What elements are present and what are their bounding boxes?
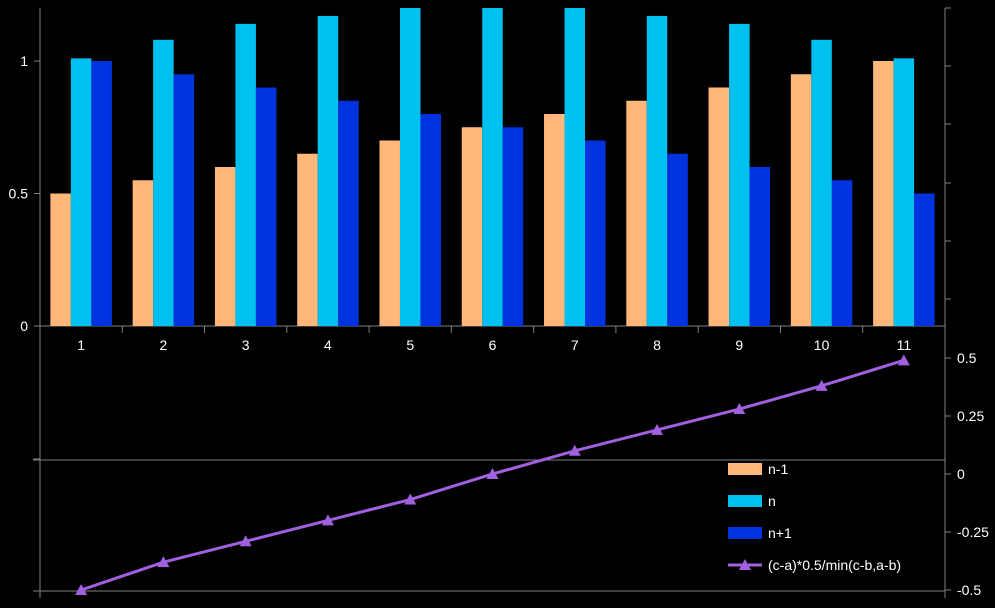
left-axis-tick-label: 0: [20, 318, 28, 334]
legend-label: (c-a)*0.5/min(c-b,a-b): [768, 557, 901, 573]
bar-n-1-11: [914, 193, 935, 326]
bar-n-1-2: [173, 74, 195, 326]
line-marker-6: [486, 468, 499, 479]
x-axis-tick-label: 6: [489, 337, 497, 353]
x-axis-tick-label: 7: [571, 337, 579, 353]
bar-n-5: [399, 8, 421, 326]
bar-n-1: [70, 58, 92, 326]
bar-n-1-5: [420, 114, 441, 326]
x-axis-tick-label: 9: [735, 337, 743, 353]
bar-n-1-1: [50, 193, 71, 326]
right-axis-tick-label: -0.25: [957, 524, 989, 540]
bar-n-11: [893, 58, 915, 326]
bar-n-1-10: [831, 180, 853, 326]
legend-label: n+1: [768, 525, 792, 541]
line-marker-11: [897, 354, 910, 366]
bar-n-1-8: [667, 153, 688, 326]
bar-n-8: [646, 15, 668, 326]
line-marker-9: [733, 403, 746, 415]
line-marker-8: [651, 423, 664, 435]
bar-n-1-4: [297, 153, 318, 326]
bar-n-1-6: [461, 127, 483, 326]
right-axis-tick-label: 0.25: [957, 408, 984, 424]
line-marker-10: [815, 379, 828, 391]
legend-swatch: [728, 527, 762, 539]
legend-label: n: [768, 493, 776, 509]
bar-n-1-3: [255, 87, 277, 326]
line-marker-3: [239, 535, 252, 547]
right-axis-tick-label: 0: [957, 466, 965, 482]
legend-label: n-1: [768, 461, 788, 477]
right-axis-tick-label: -0.5: [957, 582, 981, 598]
bar-n-1-7: [585, 140, 606, 326]
x-axis-tick-label: 3: [242, 337, 250, 353]
bar-n-1-5: [379, 140, 400, 326]
bar-n-1-3: [214, 167, 236, 326]
x-axis-tick-label: 4: [324, 337, 332, 353]
line-marker-2: [157, 556, 170, 568]
bar-n-1-2: [132, 180, 154, 326]
x-axis-tick-label: 11: [897, 337, 912, 353]
bar-n-1-11: [873, 61, 894, 326]
line-marker-7: [568, 444, 581, 456]
bar-n-1-10: [790, 74, 812, 326]
bar-n-3: [235, 23, 256, 327]
legend-swatch: [728, 463, 762, 475]
line-marker-4: [321, 514, 334, 526]
bar-n-10: [811, 39, 832, 327]
bar-n-6: [482, 8, 503, 326]
right-axis-tick-label: 0.5: [957, 350, 977, 366]
x-axis-tick-label: 1: [77, 337, 85, 353]
bar-n-1-7: [544, 114, 565, 326]
bar-n-2: [153, 39, 174, 327]
x-axis-tick-label: 10: [814, 337, 830, 353]
bar-n-1-6: [502, 127, 524, 326]
bar-n-1-8: [626, 100, 647, 326]
bar-n-4: [317, 15, 339, 326]
bar-n-9: [729, 23, 750, 327]
line-marker-5: [404, 493, 417, 505]
bar-n-7: [564, 8, 586, 326]
line-marker-1: [75, 584, 88, 595]
bar-n-1-4: [338, 100, 359, 326]
bar-n-1-9: [749, 167, 771, 326]
left-axis-tick-label: 0.5: [9, 186, 29, 202]
bar-n-1-9: [708, 87, 730, 326]
bar-n-1-1: [91, 61, 112, 326]
legend-swatch: [728, 495, 762, 507]
legend-marker: [739, 559, 751, 570]
x-axis-tick-label: 5: [406, 337, 414, 353]
left-axis-tick-label: 1: [20, 53, 28, 69]
x-axis-tick-label: 8: [653, 337, 661, 353]
x-axis-tick-label: 2: [160, 337, 168, 353]
